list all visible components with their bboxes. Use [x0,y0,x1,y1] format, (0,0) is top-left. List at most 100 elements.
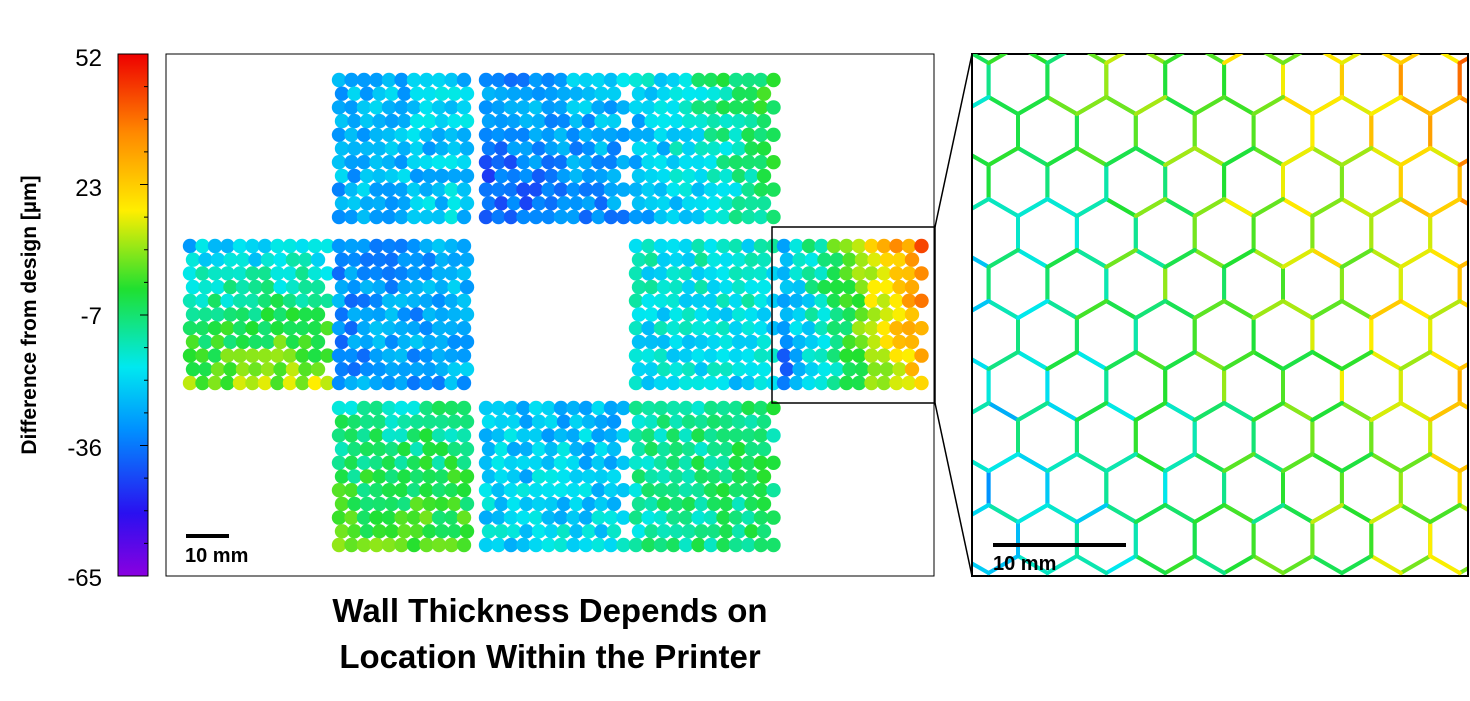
measurement-dot [456,238,472,254]
hexagon-wall [1192,146,1227,167]
hexagon-wall [1133,197,1168,218]
zoom-panel-frame [971,53,1469,577]
measurement-dot [864,375,879,391]
measurement-dot [716,293,731,308]
measurement-dot [506,141,522,156]
measurement-dot [198,362,213,377]
measurement-dot [641,510,656,525]
hexagon-wall [1339,452,1374,473]
measurement-dot [397,196,412,211]
measurement-dot [741,182,756,197]
measurement-dot [728,127,744,142]
measurement-dot [591,182,606,197]
measurement-dot [644,168,659,184]
measurement-dot [459,496,475,512]
measurement-dot [434,141,450,156]
measurement-dot [631,362,647,377]
measurement-dot [703,483,719,498]
hexagon-wall [1074,401,1109,422]
measurement-dot [628,428,644,443]
measurement-dot [409,141,425,156]
hexagon-wall [1133,401,1168,422]
hexagon-wall [1133,350,1168,371]
measurement-dot [282,375,298,391]
measurement-dot [669,441,684,457]
measurement-dot [519,113,534,129]
measurement-dot [422,168,437,184]
measurement-dot [531,113,547,129]
measurement-dot [195,238,210,254]
hexagon-wall [1045,554,1079,575]
measurement-dot [792,252,807,267]
colorbar-ticks [140,53,148,577]
measurement-dot [741,209,756,225]
measurement-dot [603,72,619,88]
measurement-dot [753,510,769,525]
measurement-dot [359,141,375,156]
measurement-dot [801,238,817,254]
caption-line-1: Wall Thickness Depends on [332,592,767,629]
colorbar-tick-label: -7 [81,303,102,330]
measurement-dot [359,252,375,267]
measurement-dot [444,455,459,470]
measurement-dot [444,428,459,443]
measurement-dot [581,469,597,484]
measurement-dot [756,414,772,429]
measurement-dot [719,252,734,267]
measurement-dot [656,469,672,484]
measurement-dot [459,279,475,295]
measurement-dot [653,127,669,142]
measurement-dot [494,141,509,156]
measurement-dot [728,155,744,170]
measurement-dot [839,321,854,336]
measurement-dot [422,334,437,350]
measurement-dot [691,321,706,336]
hexagon-wall [1251,554,1285,575]
measurement-dot [381,321,397,336]
measurement-dot [444,127,459,142]
measurement-dot [220,266,235,281]
measurement-dot [478,127,494,142]
measurement-dot [666,537,681,553]
measurement-dot [876,266,892,281]
measurement-dot [409,441,425,457]
hexagon-wall [1339,197,1374,218]
measurement-dot [356,155,372,170]
hexagon-wall [973,95,991,109]
measurement-dot [716,127,731,142]
measurement-dot [210,334,226,350]
measurement-dot [606,496,622,512]
hexagon-wall [1192,248,1227,269]
measurement-dot [503,483,519,498]
measurement-dot [851,348,867,363]
measurement-dot [359,86,375,101]
measurement-dot [506,469,522,484]
measurement-dot [356,483,372,498]
measurement-dot [431,266,447,281]
measurement-dot [369,293,384,308]
hexagon-wall [1251,197,1285,218]
hexagon-wall [1016,197,1050,218]
hexagon-wall [1281,197,1315,218]
hexagon-wall [1104,197,1138,218]
zoom-scale-label: 10 mm [993,553,1056,575]
measurement-dot [384,196,400,211]
measurement-dot [603,510,619,525]
measurement-dot [901,321,917,336]
hexagon-wall [1133,146,1168,167]
measurement-dot [431,127,447,142]
hexagon-wall [1074,350,1109,371]
main-scale-label: 10 mm [185,545,248,567]
measurement-dot [347,113,362,129]
measurement-dot [384,307,400,322]
measurement-dot [669,307,684,322]
measurement-dot [578,72,594,88]
measurement-dot [434,414,450,429]
measurement-dot [248,279,263,295]
measurement-dot [789,375,804,391]
measurement-dot [641,127,656,142]
hexagon-wall [1339,95,1374,116]
measurement-dot [678,537,694,553]
measurement-dot [569,469,584,484]
measurement-dot [372,334,387,350]
